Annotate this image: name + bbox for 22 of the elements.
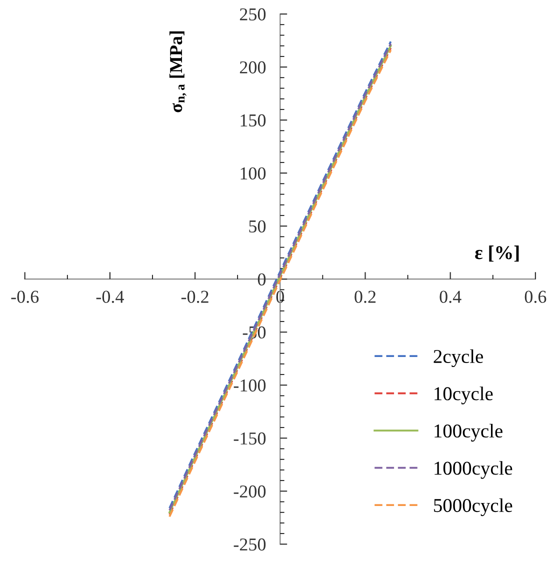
- x-tick-label: -0.2: [181, 290, 208, 303]
- y-tick-label: -250: [234, 538, 266, 551]
- legend-label: 2cycle: [434, 349, 483, 368]
- x-tick-label: 0.2: [354, 290, 376, 303]
- y-axis-title: σ$_{n,a}$ [MPa]: [169, 31, 186, 112]
- y-tick-label: 250: [240, 8, 266, 20]
- y-tick-label: 50: [249, 220, 266, 233]
- legend-label: 10cycle: [434, 386, 493, 404]
- y-tick-label: 200: [240, 61, 266, 74]
- y-tick-label: -200: [234, 485, 266, 498]
- x-axis-title: ε [%]: [475, 246, 519, 262]
- legend-label: 5000cycle: [434, 498, 512, 516]
- x-tick-label: -0.6: [11, 290, 39, 303]
- y-tick-label: 150: [240, 114, 266, 126]
- x-tick-label: 0.6: [524, 290, 546, 303]
- legend-label: 1000cycle: [434, 461, 512, 479]
- y-tick-label: -150: [234, 432, 266, 445]
- y-tick-label: -100: [234, 379, 266, 392]
- y-tick-label: 100: [240, 167, 266, 180]
- legend-label: 100cycle: [434, 424, 502, 442]
- x-tick-label: 0.4: [440, 290, 462, 303]
- x-tick-label: -0.4: [96, 290, 124, 303]
